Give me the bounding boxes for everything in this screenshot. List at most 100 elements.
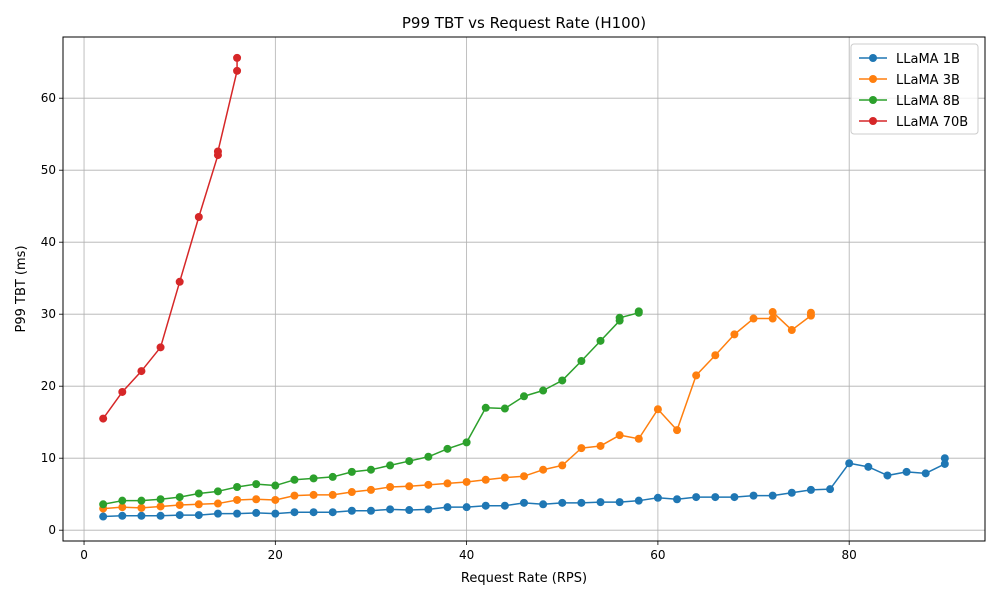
series-llama-1b — [99, 454, 949, 521]
data-point — [653, 493, 662, 502]
data-point — [577, 444, 586, 453]
data-point — [213, 487, 222, 496]
data-point — [500, 501, 509, 510]
series-llama-3b — [99, 308, 815, 513]
legend-marker — [869, 54, 877, 62]
data-point — [424, 505, 433, 514]
data-point — [175, 277, 184, 286]
data-point — [558, 376, 567, 385]
legend-marker — [869, 117, 877, 125]
data-point — [520, 392, 528, 401]
data-point — [596, 336, 605, 345]
data-point — [826, 485, 835, 494]
data-point — [940, 454, 949, 463]
data-point — [156, 343, 165, 352]
data-point — [673, 426, 682, 435]
data-point — [462, 477, 471, 486]
data-point — [462, 503, 471, 512]
data-point — [271, 509, 280, 518]
data-point — [481, 403, 490, 412]
data-point — [539, 386, 548, 395]
y-tick-label: 50 — [41, 163, 56, 177]
data-point — [213, 499, 222, 508]
data-point — [634, 496, 643, 505]
data-point — [596, 441, 605, 450]
legend-box — [850, 43, 979, 135]
data-point — [213, 509, 222, 518]
legend-marker — [869, 75, 877, 83]
data-point — [347, 506, 356, 515]
data-point — [730, 493, 739, 502]
data-point — [233, 483, 242, 491]
data-point — [99, 500, 108, 509]
legend-marker — [869, 96, 877, 104]
data-point — [405, 506, 414, 515]
data-point — [347, 488, 356, 497]
data-point — [386, 483, 395, 491]
data-point — [768, 491, 777, 500]
data-point — [366, 506, 375, 515]
data-point — [424, 452, 433, 461]
data-point — [118, 387, 127, 396]
data-point — [787, 488, 796, 497]
legend-label: LLaMA 70B — [896, 115, 968, 130]
data-point — [539, 465, 548, 474]
data-point — [520, 472, 528, 481]
x-tick-label: 20 — [268, 548, 283, 562]
data-point — [653, 405, 662, 414]
data-point — [328, 490, 337, 499]
data-point — [424, 480, 433, 489]
data-point — [118, 496, 127, 505]
data-point — [137, 503, 146, 512]
x-axis-label: Request Rate (RPS) — [461, 571, 587, 586]
data-point — [156, 502, 165, 511]
data-point — [386, 505, 395, 514]
data-point — [175, 501, 184, 509]
data-point — [481, 475, 490, 484]
data-point — [328, 472, 337, 481]
x-tick-label: 40 — [459, 548, 474, 562]
plot-lines — [99, 53, 949, 521]
data-point — [615, 498, 624, 507]
series-llama-70b — [99, 53, 242, 423]
data-point — [233, 495, 242, 504]
data-point — [252, 480, 261, 489]
data-point — [921, 469, 930, 478]
data-point — [443, 444, 452, 453]
data-point — [309, 508, 318, 517]
data-point — [271, 481, 280, 490]
data-point — [749, 314, 758, 323]
data-point — [290, 475, 299, 484]
data-point — [366, 485, 375, 494]
data-point — [194, 511, 203, 520]
data-point — [806, 308, 815, 317]
data-point — [233, 509, 242, 518]
data-point — [118, 503, 127, 512]
data-point — [558, 498, 567, 507]
data-point — [692, 371, 701, 380]
data-point — [290, 508, 299, 517]
data-point — [99, 414, 108, 423]
data-point — [194, 500, 203, 509]
data-point — [156, 511, 165, 520]
data-point — [194, 213, 203, 221]
data-point — [271, 495, 280, 504]
data-point — [290, 491, 299, 500]
data-point — [443, 479, 452, 488]
data-point — [615, 431, 624, 440]
series-line — [103, 458, 946, 518]
data-point — [539, 500, 548, 509]
data-point — [768, 314, 777, 323]
y-axis-label: P99 TBT (ms) — [14, 245, 29, 332]
x-tick-label: 60 — [650, 548, 665, 562]
x-tick-label: 80 — [842, 548, 857, 562]
data-point — [883, 471, 892, 480]
legend-label: LLaMA 3B — [896, 73, 960, 88]
data-point — [615, 313, 624, 322]
data-point — [596, 498, 605, 507]
data-point — [328, 508, 337, 517]
data-point — [634, 434, 643, 443]
series-line — [102, 57, 238, 420]
data-point — [233, 66, 242, 75]
